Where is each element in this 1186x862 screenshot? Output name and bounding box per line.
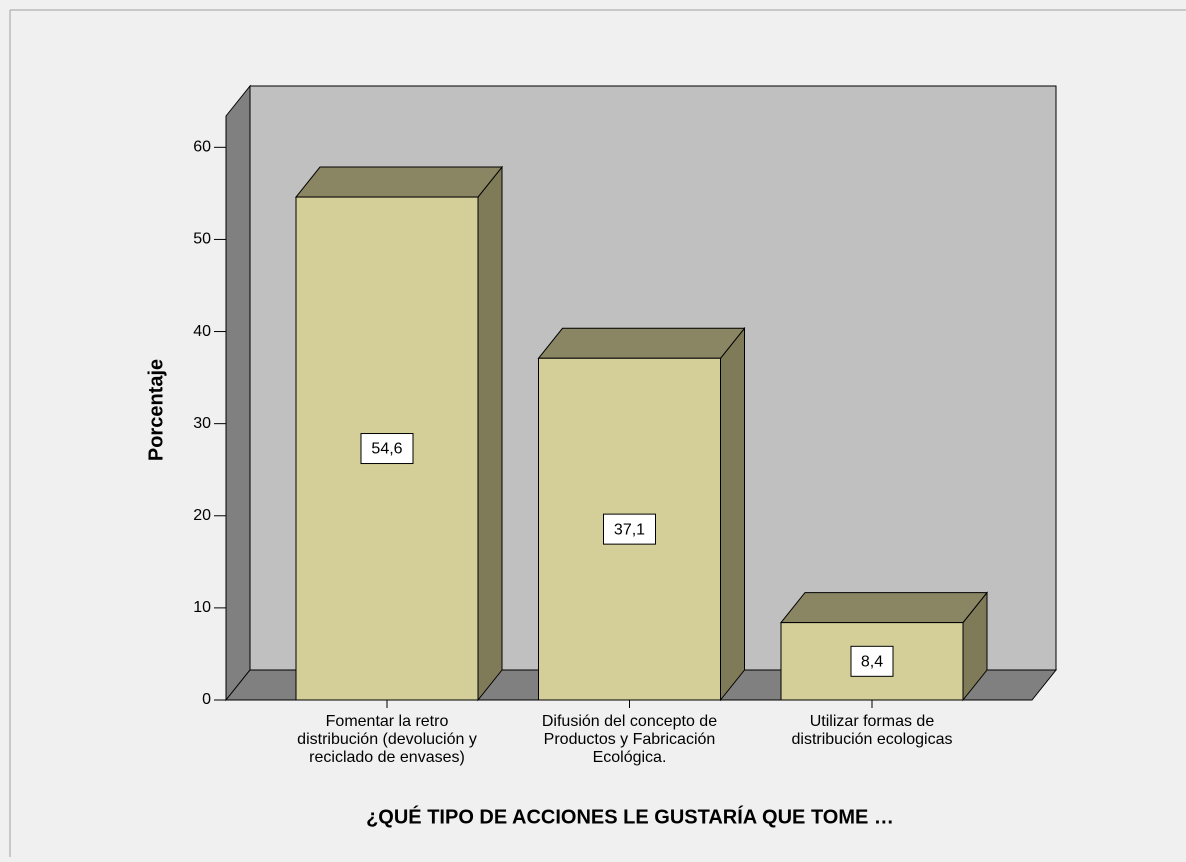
bar-top	[779, 592, 989, 624]
left-wall	[225, 84, 251, 702]
bar-side	[477, 165, 503, 702]
y-tick-label: 0	[202, 691, 211, 708]
x-axis-title: ¿QUÉ TIPO DE ACCIONES LE GUSTARÍA QUE TO…	[366, 805, 894, 828]
x-tick-label: reciclado de envases)	[309, 749, 465, 766]
y-tick-label: 30	[193, 415, 211, 432]
bar-top	[537, 327, 746, 359]
bar-side	[720, 326, 745, 702]
x-tick-label: Ecológica.	[593, 749, 667, 766]
x-tick-label: Difusión del concepto de	[542, 713, 717, 730]
y-tick-label: 60	[193, 139, 211, 156]
value-label: 54,6	[371, 441, 402, 458]
x-tick-label: Productos y Fabricación	[544, 731, 716, 748]
value-label-box	[360, 433, 414, 465]
y-tick-label: 10	[193, 599, 211, 616]
value-label: 8,4	[861, 654, 883, 671]
x-tick-label: distribución ecologicas	[792, 731, 953, 748]
value-label: 37,1	[614, 521, 645, 538]
y-tick-label: 20	[193, 507, 211, 524]
bar-top	[294, 166, 504, 198]
y-tick-label: 40	[193, 323, 211, 340]
x-tick-label: Fomentar la retro	[326, 713, 449, 730]
y-tick-label: 50	[193, 231, 211, 248]
value-label-box	[850, 645, 894, 677]
y-axis-title: Porcentaje	[145, 359, 167, 461]
x-tick-label: Utilizar formas de	[810, 713, 935, 730]
value-label-box	[603, 513, 656, 545]
x-tick-label: distribución (devolución y	[297, 731, 477, 748]
